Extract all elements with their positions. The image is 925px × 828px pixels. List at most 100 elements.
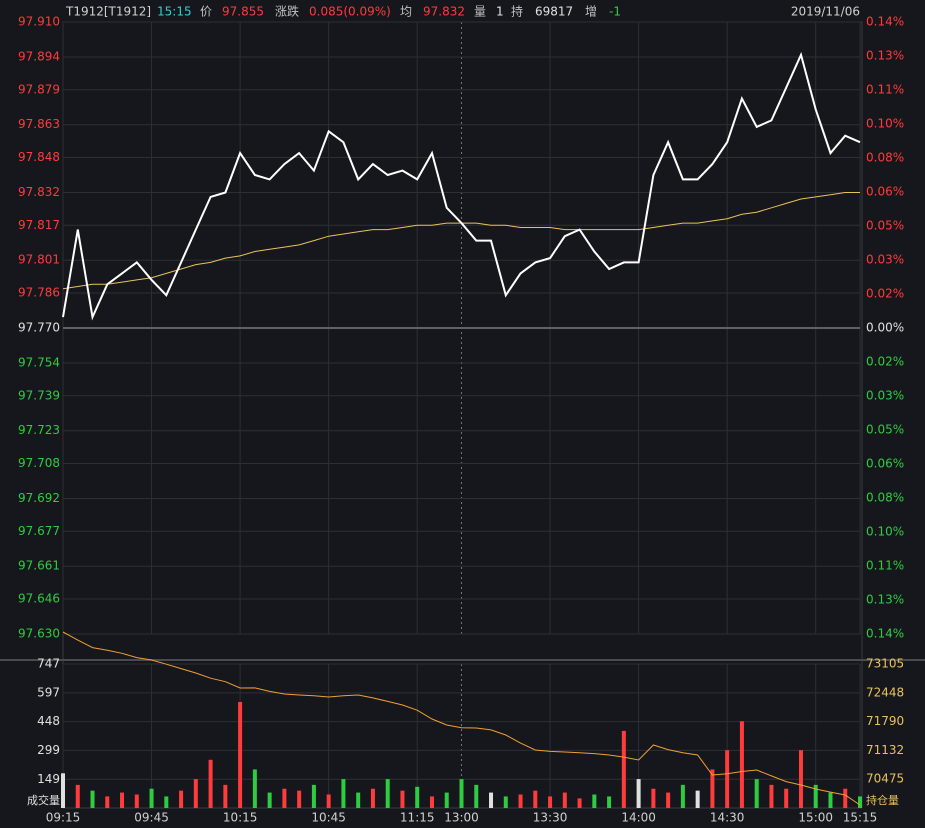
y-tick-label: 97.770 [18,321,60,335]
y2-tick-label: 0.11% [866,559,904,573]
bar [267,792,272,808]
y-tick-label: 97.832 [18,185,60,199]
bar [769,784,774,808]
bar [223,784,228,808]
bar [370,788,375,808]
bar [636,779,641,808]
bar [164,796,169,808]
value: 69817 [535,5,573,19]
y-tick-label: 299 [37,743,60,757]
y2-tick-label: 0.06% [866,185,904,199]
y2-tick-label: 0.08% [866,150,904,164]
y2-tick-label: 0.05% [866,422,904,436]
y-tick-label: 97.661 [18,559,60,573]
bar [459,779,464,808]
y-tick-label: 97.879 [18,82,60,96]
y-tick-label: 97.801 [18,253,60,267]
y-tick-label: 149 [37,772,60,786]
y-tick-label: 97.739 [18,388,60,402]
bar [739,721,744,808]
bar [577,798,582,808]
bar [695,790,700,808]
x-tick-label: 14:00 [621,811,656,825]
bar [489,792,494,808]
y-tick-label: 97.863 [18,117,60,131]
bar [134,794,139,808]
y2-tick-label: 72448 [866,685,904,699]
y2-tick-label: 0.02% [866,354,904,368]
y-axis-label: 成交量 [27,793,60,807]
y2-tick-label: 0.03% [866,253,904,267]
bar [120,792,125,808]
bar [666,792,671,808]
label: 价 [200,5,212,19]
bar [326,794,331,808]
x-tick-label: 11:15 [400,811,435,825]
line [62,631,861,806]
bar [784,788,789,808]
bar [429,796,434,808]
y-tick-label: 97.786 [18,286,60,300]
bar [533,790,538,808]
bar [61,773,65,808]
bar [828,792,833,808]
line [62,51,861,321]
y-tick-label: 97.910 [18,15,60,29]
y2-axis-label: 持仓量 [866,793,899,807]
value: -1 [609,5,621,19]
value: 97.832 [423,5,465,19]
bar [607,796,612,808]
y2-tick-label: 71132 [866,743,904,757]
y2-tick-label: 0.11% [866,82,904,96]
bar [385,779,390,808]
y2-tick-label: 0.00% [866,321,904,335]
y-tick-label: 97.894 [18,49,60,63]
y2-tick-label: 0.13% [866,593,904,607]
bar [651,788,656,808]
label: 增 [585,5,597,19]
x-tick-label: 15:15 [843,811,878,825]
y-tick-label: 97.646 [18,592,60,606]
bar [90,790,95,808]
bar [208,759,213,808]
y2-tick-label: 70475 [866,772,904,786]
bar [680,784,685,808]
value: 97.855 [222,5,264,19]
y2-tick-label: 0.14% [866,15,904,29]
bar [75,784,80,808]
y2-tick-label: 0.03% [866,388,904,402]
label: 持 [511,4,523,19]
bar [548,796,553,808]
bar [341,779,346,808]
y2-tick-label: 0.05% [866,219,904,233]
y-tick-label: 448 [37,714,60,728]
y2-tick-label: 0.10% [866,116,904,130]
bar [621,730,626,808]
symbol: T1912[T1912] [65,5,151,19]
bar [282,788,287,808]
bar [444,792,449,808]
label: 均 [400,5,412,19]
y-tick-label: 97.630 [18,627,60,641]
y-tick-label: 97.708 [18,456,60,470]
bar [193,779,198,808]
date: 2019/11/06 [791,5,860,19]
label: 涨跌 [275,4,299,19]
bar [400,790,405,808]
y2-tick-label: 0.02% [866,287,904,301]
x-tick-label: 09:15 [46,811,81,825]
y-tick-label: 597 [37,685,60,699]
bar [105,796,110,808]
y-tick-label: 97.677 [18,524,60,538]
y2-tick-label: 0.08% [866,491,904,505]
value: 0.085(0.09%) [309,5,391,19]
bar [518,794,523,808]
x-tick-label: 13:30 [533,811,568,825]
bar [311,784,316,808]
bar [725,750,730,808]
bar [798,750,803,808]
y-tick-label: 97.848 [18,150,60,164]
bar [843,788,848,808]
